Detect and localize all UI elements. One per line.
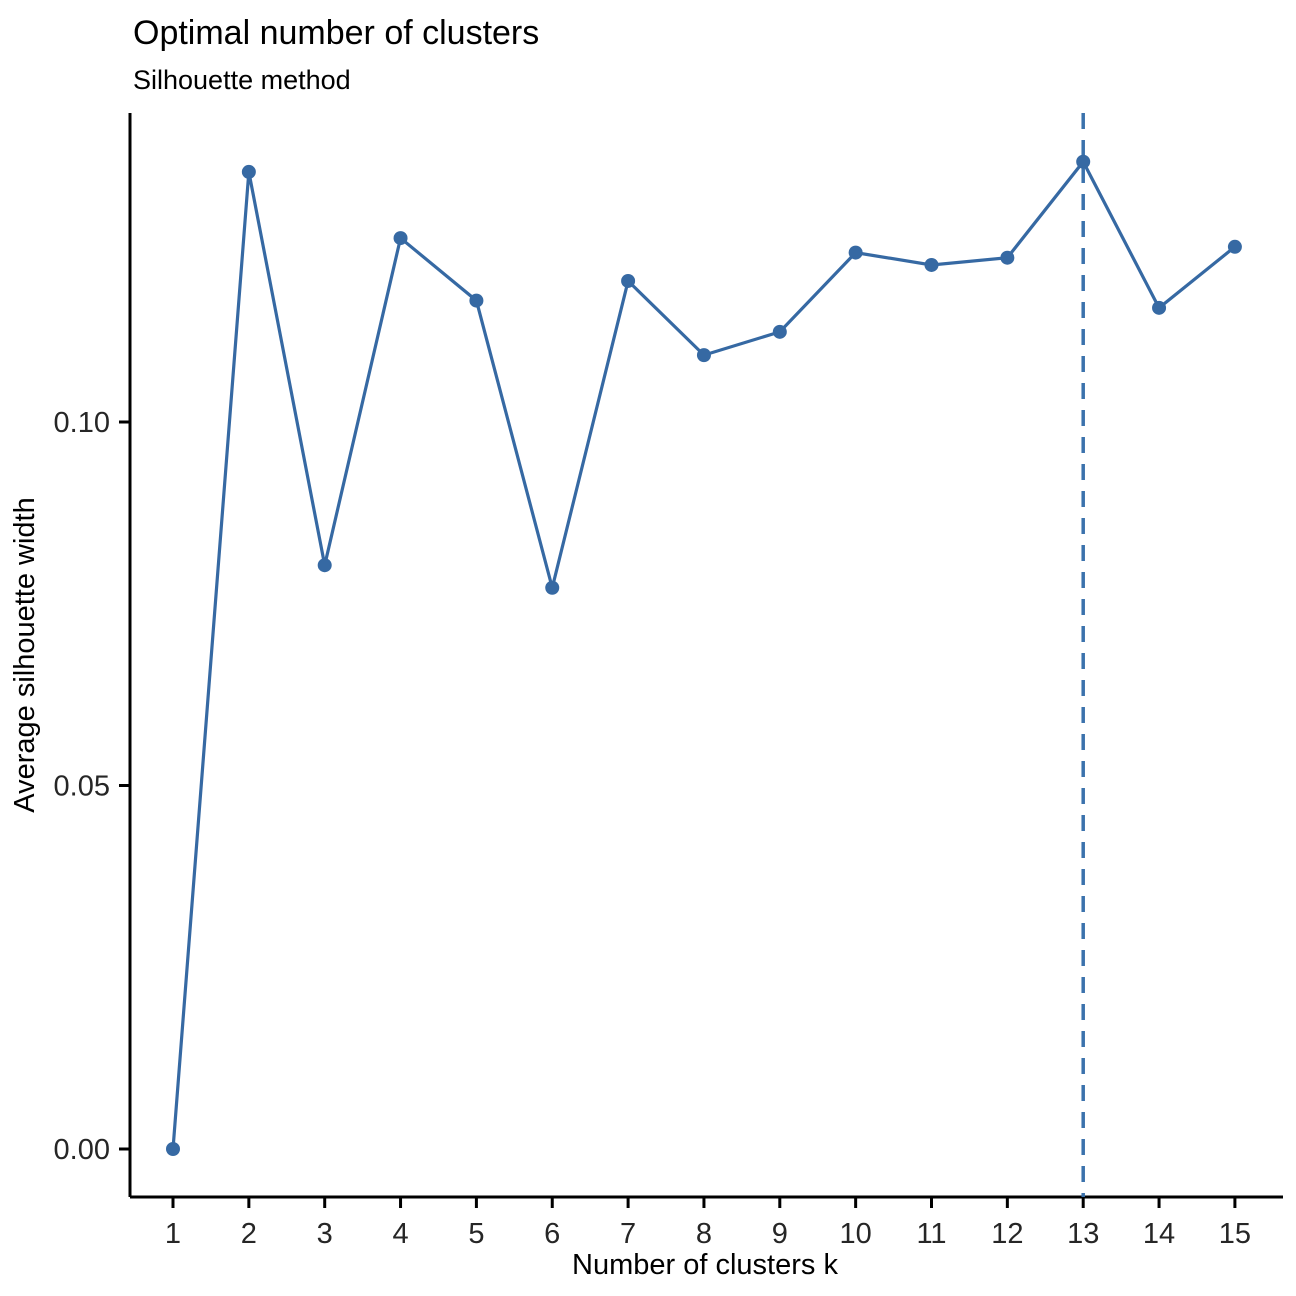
y-axis-ticks: 0.00 0.05 0.10 [54,407,130,1166]
x-tick-label: 13 [1067,1218,1099,1250]
x-tick-label: 14 [1143,1218,1175,1250]
data-point-k5 [469,293,484,308]
data-point-k2 [241,164,256,179]
x-tick-label: 2 [241,1218,257,1250]
data-point-k1 [166,1142,180,1156]
x-tick-label: 9 [772,1218,788,1250]
data-point-k11 [924,257,939,272]
x-axis-ticks: 1 2 3 4 5 6 7 8 9 10 11 12 13 14 15 [165,1197,1251,1250]
data-point-k9 [772,324,787,339]
x-tick-label: 4 [392,1218,408,1250]
y-axis-title: Average silhouette width [9,497,41,812]
x-tick-label: 10 [840,1218,872,1250]
x-tick-label: 3 [317,1218,333,1250]
chart-subtitle: Silhouette method [133,65,351,95]
chart-title: Optimal number of clusters [133,14,539,52]
data-point-k8 [696,348,711,363]
data-point-k13 [1076,154,1091,169]
data-point-k3 [317,558,332,573]
x-tick-label: 6 [544,1218,560,1250]
x-tick-label: 11 [916,1218,946,1250]
data-point-k15 [1227,239,1242,254]
data-point-k12 [1000,250,1015,265]
data-point-k10 [848,245,863,260]
series-points [166,154,1242,1156]
x-tick-label: 12 [991,1218,1023,1250]
y-tick-label: 0.10 [54,407,110,439]
x-tick-label: 5 [468,1218,484,1250]
series-line [171,158,1236,1150]
data-point-k7 [621,273,636,288]
axes [128,113,1283,1199]
x-tick-label: 1 [165,1218,181,1250]
data-point-k14 [1152,300,1167,315]
data-point-k6 [545,580,560,595]
x-axis-title: Number of clusters k [572,1249,838,1281]
x-tick-label: 8 [696,1218,712,1250]
y-tick-label: 0.05 [54,771,110,803]
x-tick-label: 7 [620,1218,636,1250]
data-point-k4 [393,231,408,246]
x-tick-label: 15 [1219,1218,1251,1250]
y-tick-label: 0.00 [54,1134,110,1166]
